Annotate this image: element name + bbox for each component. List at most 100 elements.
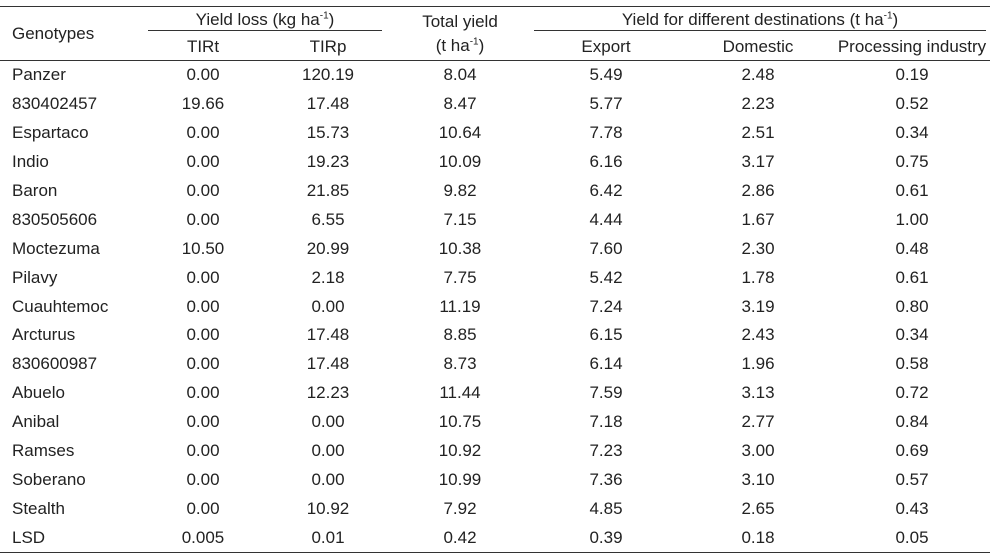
total-yield-cell: 8.47 [443,94,477,114]
total-yield-unit: (t ha [435,35,470,55]
tirp-cell: 0.01 [311,527,345,547]
table-row: 830505606 0.00 6.55 7.15 4.44 1.67 1.00 [0,205,990,234]
tirt-cell: 0.00 [186,152,220,172]
destinations-underline: Yield for different destinations (t ha-1… [534,9,987,31]
tirp-cell: 17.48 [306,354,350,374]
total-yield-cell: 9.82 [443,181,477,200]
tirt-cell: 0.00 [186,65,220,85]
export-cell: 6.42 [589,181,623,200]
table-body: Panzer 0.00 120.19 8.04 5.49 2.48 0.19 83040245… [0,61,990,553]
genotype-cell: Abuelo [12,383,65,403]
domestic-cell: 3.10 [741,469,775,489]
tirp-cell: 12.23 [306,383,350,403]
genotype-cell: Ramses [12,441,75,461]
domestic-header: Domestic [722,36,794,56]
processing-cell: 0.61 [895,267,929,287]
tirp-cell: 0.00 [311,441,345,461]
tirp-cell: 17.48 [306,325,350,345]
table-row: Panzer 0.00 120.19 8.04 5.49 2.48 0.19 [0,61,990,90]
genotypes-header-label: Genotypes [12,23,95,43]
table-row: 830600987 0.00 17.48 8.73 6.14 1.96 0.58 [0,350,990,379]
yield-loss-tail: ) [328,9,335,29]
export-cell: 7.78 [589,123,623,143]
domestic-cell: 1.67 [741,209,775,229]
export-cell: 7.36 [589,469,623,489]
export-cell: 4.85 [589,498,623,518]
genotype-cell: 830600987 [12,354,98,374]
yield-table: Genotypes Yield loss (kg ha-1) Total yie… [0,6,990,553]
yield-loss-sup: -1 [319,9,329,21]
tirt-cell: 0.005 [181,527,225,547]
yield-loss-label: Yield loss (kg ha [195,9,320,29]
processing-cell: 0.69 [895,441,929,461]
processing-cell: 0.75 [895,152,929,172]
export-header: Export [581,36,631,56]
export-cell: 7.23 [589,441,623,461]
export-cell: 6.14 [589,354,623,374]
processing-cell: 0.57 [895,469,929,489]
table-row: Pilavy 0.00 2.18 7.75 5.42 1.78 0.61 [0,263,990,292]
processing-cell: 0.34 [895,123,929,143]
export-cell: 7.18 [589,412,623,432]
tirt-cell: 0.00 [186,267,220,287]
domestic-cell: 2.30 [741,238,775,258]
domestic-cell: 3.13 [741,383,775,403]
tirt-cell: 0.00 [186,498,220,518]
domestic-cell: 2.77 [741,412,775,432]
tirp-cell: 21.85 [306,181,350,200]
tirt-cell: 0.00 [186,469,220,489]
total-yield-cell: 0.42 [443,527,477,547]
table-row: Cuauhtemoc 0.00 0.00 11.19 7.24 3.19 0.80 [0,292,990,321]
table-row: 830402457 19.66 17.48 8.47 5.77 2.23 0.52 [0,90,990,119]
total-yield-cell: 8.04 [443,65,477,85]
export-cell: 5.77 [589,94,623,114]
destinations-header: Yield for different destinations (t ha-1… [530,7,990,34]
tirt-cell: 0.00 [186,412,220,432]
domestic-cell: 2.65 [741,498,775,518]
domestic-cell: 1.96 [741,354,775,374]
processing-cell: 1.00 [895,209,929,229]
domestic-cell: 2.51 [741,123,775,143]
total-yield-sup: -1 [469,35,479,47]
genotype-cell: Soberano [12,469,86,489]
processing-cell: 0.52 [895,94,929,114]
processing-cell: 0.19 [895,65,929,85]
total-yield-cell: 11.44 [439,383,481,403]
total-yield-cell: 10.75 [438,412,482,432]
total-yield-line2: (t ha-1) [390,34,530,58]
domestic-cell: 3.19 [741,296,775,316]
export-cell: 6.16 [589,152,623,172]
export-cell: 7.59 [589,383,623,403]
genotype-cell: Pilavy [12,267,58,287]
total-yield-cell: 7.15 [443,209,477,229]
tirt-cell: 10.50 [181,238,225,258]
domestic-cell: 1.78 [741,267,775,287]
tirp-cell: 19.23 [306,152,350,172]
processing-cell: 0.80 [895,296,929,316]
genotype-cell: Indio [12,152,49,172]
tirt-cell: 0.00 [186,354,220,374]
genotype-cell: Baron [12,181,58,200]
domestic-cell: 0.18 [741,527,775,547]
tirp-cell: 0.00 [311,296,345,316]
total-yield-cell: 10.99 [438,469,482,489]
destinations-tail: ) [892,9,899,29]
processing-cell: 0.58 [895,354,929,374]
processing-cell: 0.72 [895,383,929,403]
genotype-cell: Anibal [12,412,60,432]
table-row: Ramses 0.00 0.00 10.92 7.23 3.00 0.69 [0,437,990,466]
domestic-cell: 3.00 [741,441,775,461]
yield-loss-underline: Yield loss (kg ha-1) [148,10,382,31]
total-yield-cell: 8.85 [443,325,477,345]
processing-cell: 0.84 [895,412,929,432]
tirt-cell: 0.00 [186,325,220,345]
tirt-cell: 0.00 [186,296,220,316]
export-cell: 0.39 [589,527,623,547]
domestic-cell: 2.43 [741,325,775,345]
tirt-cell: 0.00 [186,383,220,403]
domestic-cell: 3.17 [741,152,775,172]
export-cell: 7.60 [589,238,623,258]
total-yield-cell: 10.64 [438,123,482,143]
genotype-cell: Panzer [12,65,66,85]
total-yield-tail: ) [478,35,485,55]
